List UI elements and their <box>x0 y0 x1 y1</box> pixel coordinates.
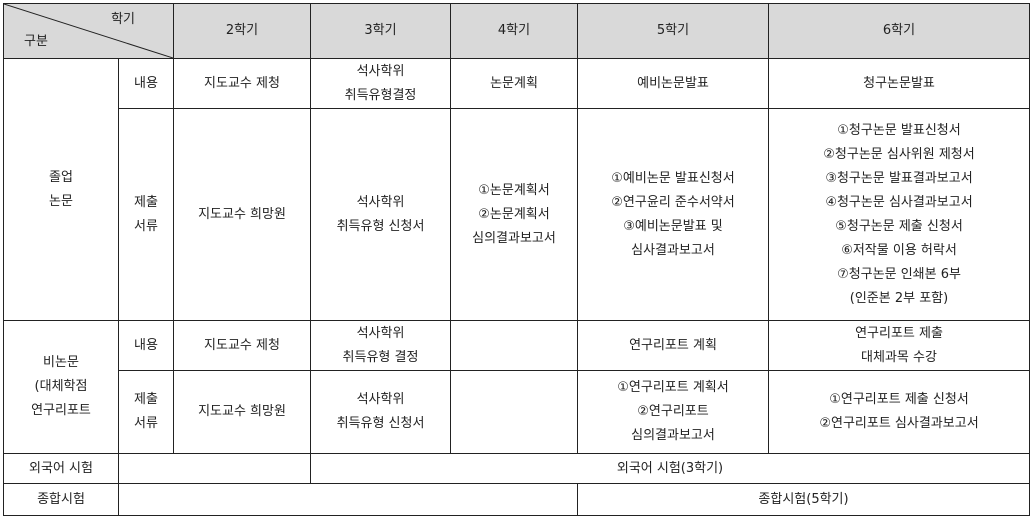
semester-header: 2학기 <box>173 3 311 59</box>
cell-line: 졸업 <box>49 169 73 185</box>
cell-line: ①예비논문 발표신청서 <box>611 170 735 186</box>
cell: 논문계획 <box>450 58 578 109</box>
empty-cell <box>118 483 578 516</box>
cell: 지도교수 희망원 <box>173 370 311 454</box>
cell-line: ①연구리포트 제출 신청서 <box>829 392 969 407</box>
cell-line: ①청구논문 발표신청서 <box>837 122 961 138</box>
cell-line: 대체과목 수강 <box>861 349 937 365</box>
cell-line: 연구리포트 계획 <box>629 337 717 353</box>
thesis-content-row: 졸업 논문 내용 지도교수 제청 석사학위 취득유형결정 논문계획 예비논문발표 청… <box>3 58 1030 321</box>
nonthesis-content-row: 비논문 (대체학점 연구리포트 내용 지도교수 제청 석사학위 취득유형 결정 연구리… <box>3 320 1030 454</box>
empty-cell <box>118 453 311 484</box>
cell: 청구논문발표 <box>768 58 1030 109</box>
cell-line: 취득유형결정 <box>344 87 417 103</box>
cell-line: ④청구논문 심사결과보고서 <box>825 194 973 210</box>
cell-line: ②연구리포트 <box>637 404 709 419</box>
cell-line: 심의결과보고서 <box>631 428 715 443</box>
cell-line: ③청구논문 발표결과보고서 <box>825 170 973 186</box>
cell: 예비논문발표 <box>577 58 769 109</box>
cell-line: 지도교수 제청 <box>204 75 280 91</box>
semester-header: 6학기 <box>768 3 1030 59</box>
cell-line: 지도교수 제청 <box>204 337 280 353</box>
cell-line: 연구리포트 <box>31 403 91 418</box>
cell-line: 석사학위 <box>356 325 405 341</box>
semester-header: 5학기 <box>577 3 769 59</box>
cell: 지도교수 제청 <box>173 320 311 371</box>
cell-line: 서류 <box>134 416 158 431</box>
cell-line: 제출 <box>134 194 158 210</box>
cell-line: 논문 <box>49 193 73 209</box>
comprehensive-exam-label: 종합시험 <box>3 483 119 516</box>
cell-line: ⑥저작물 이용 허락서 <box>841 242 957 258</box>
content-label: 내용 <box>118 58 174 109</box>
cell-line: ②연구리포트 심사결과보고서 <box>819 416 979 431</box>
cell-line: 취득유형 신청서 <box>336 218 425 234</box>
cell-line: 제출 <box>134 392 158 407</box>
cell-line: 지도교수 희망원 <box>198 206 286 222</box>
cell <box>450 370 578 454</box>
cell-line: ⑦청구논문 인쇄본 6부 <box>837 266 961 282</box>
cell-line: ①연구리포트 계획서 <box>617 380 729 395</box>
cell: ①청구논문 발표신청서 ②청구논문 심사위원 제청서 ③청구논문 발표결과보고서 ④청… <box>768 108 1030 321</box>
cell-line: ⑤청구논문 제출 신청서 <box>835 218 963 234</box>
cell: 지도교수 희망원 <box>173 108 311 321</box>
semester-header: 4학기 <box>450 3 578 59</box>
foreign-exam-value: 외국어 시험(3학기) <box>310 453 1030 484</box>
cell-line: (인준본 2부 포함) <box>849 290 949 306</box>
comprehensive-exam-value: 종합시험(5학기) <box>577 483 1030 516</box>
cell-line: 취득유형 결정 <box>342 349 419 365</box>
cell-line: 서류 <box>134 218 158 234</box>
cell: ①연구리포트 제출 신청서 ②연구리포트 심사결과보고서 <box>768 370 1030 454</box>
cell: 연구리포트 계획 <box>577 320 769 371</box>
cell: 지도교수 제청 <box>173 58 311 109</box>
cell-line: ②연구윤리 준수서약서 <box>611 194 735 210</box>
cell-line: 석사학위 <box>356 63 405 79</box>
header-row: 학기 구분 2학기 3학기 4학기 5학기 6학기 <box>3 3 1030 59</box>
cell-line: 연구리포트 제출 <box>855 325 943 341</box>
cell-line: 석사학위 <box>356 194 405 210</box>
semester-header: 3학기 <box>310 3 451 59</box>
cell-line: 심의결과보고서 <box>472 230 556 246</box>
comprehensive-exam-row: 종합시험 종합시험(5학기) <box>3 483 1030 516</box>
corner-header-cell: 학기 구분 <box>3 3 174 59</box>
cell-line: 청구논문발표 <box>863 75 935 91</box>
cell-line: ②논문계획서 <box>478 206 550 222</box>
cell-line: ①논문계획서 <box>478 182 550 198</box>
cell-line: 비논문 <box>43 355 79 370</box>
content-label: 내용 <box>118 320 174 371</box>
cell-line: 예비논문발표 <box>637 75 709 91</box>
cell-line: 심사결과보고서 <box>631 242 715 258</box>
category-label: 구분 <box>24 34 48 49</box>
cell-line: 논문계획 <box>490 75 538 91</box>
cell-line: 지도교수 희망원 <box>198 404 286 419</box>
cell-line: 취득유형 신청서 <box>336 416 425 431</box>
foreign-exam-label: 외국어 시험 <box>3 453 119 484</box>
cell <box>450 320 578 371</box>
cell-line: (대체학점 <box>34 379 88 394</box>
cell-line: 석사학위 <box>356 392 405 407</box>
foreign-exam-row: 외국어 시험 외국어 시험(3학기) <box>3 453 1030 484</box>
cell-line: ③예비논문발표 및 <box>623 218 723 234</box>
cell-line: ②청구논문 심사위원 제청서 <box>823 146 975 162</box>
semester-label: 학기 <box>111 12 135 27</box>
